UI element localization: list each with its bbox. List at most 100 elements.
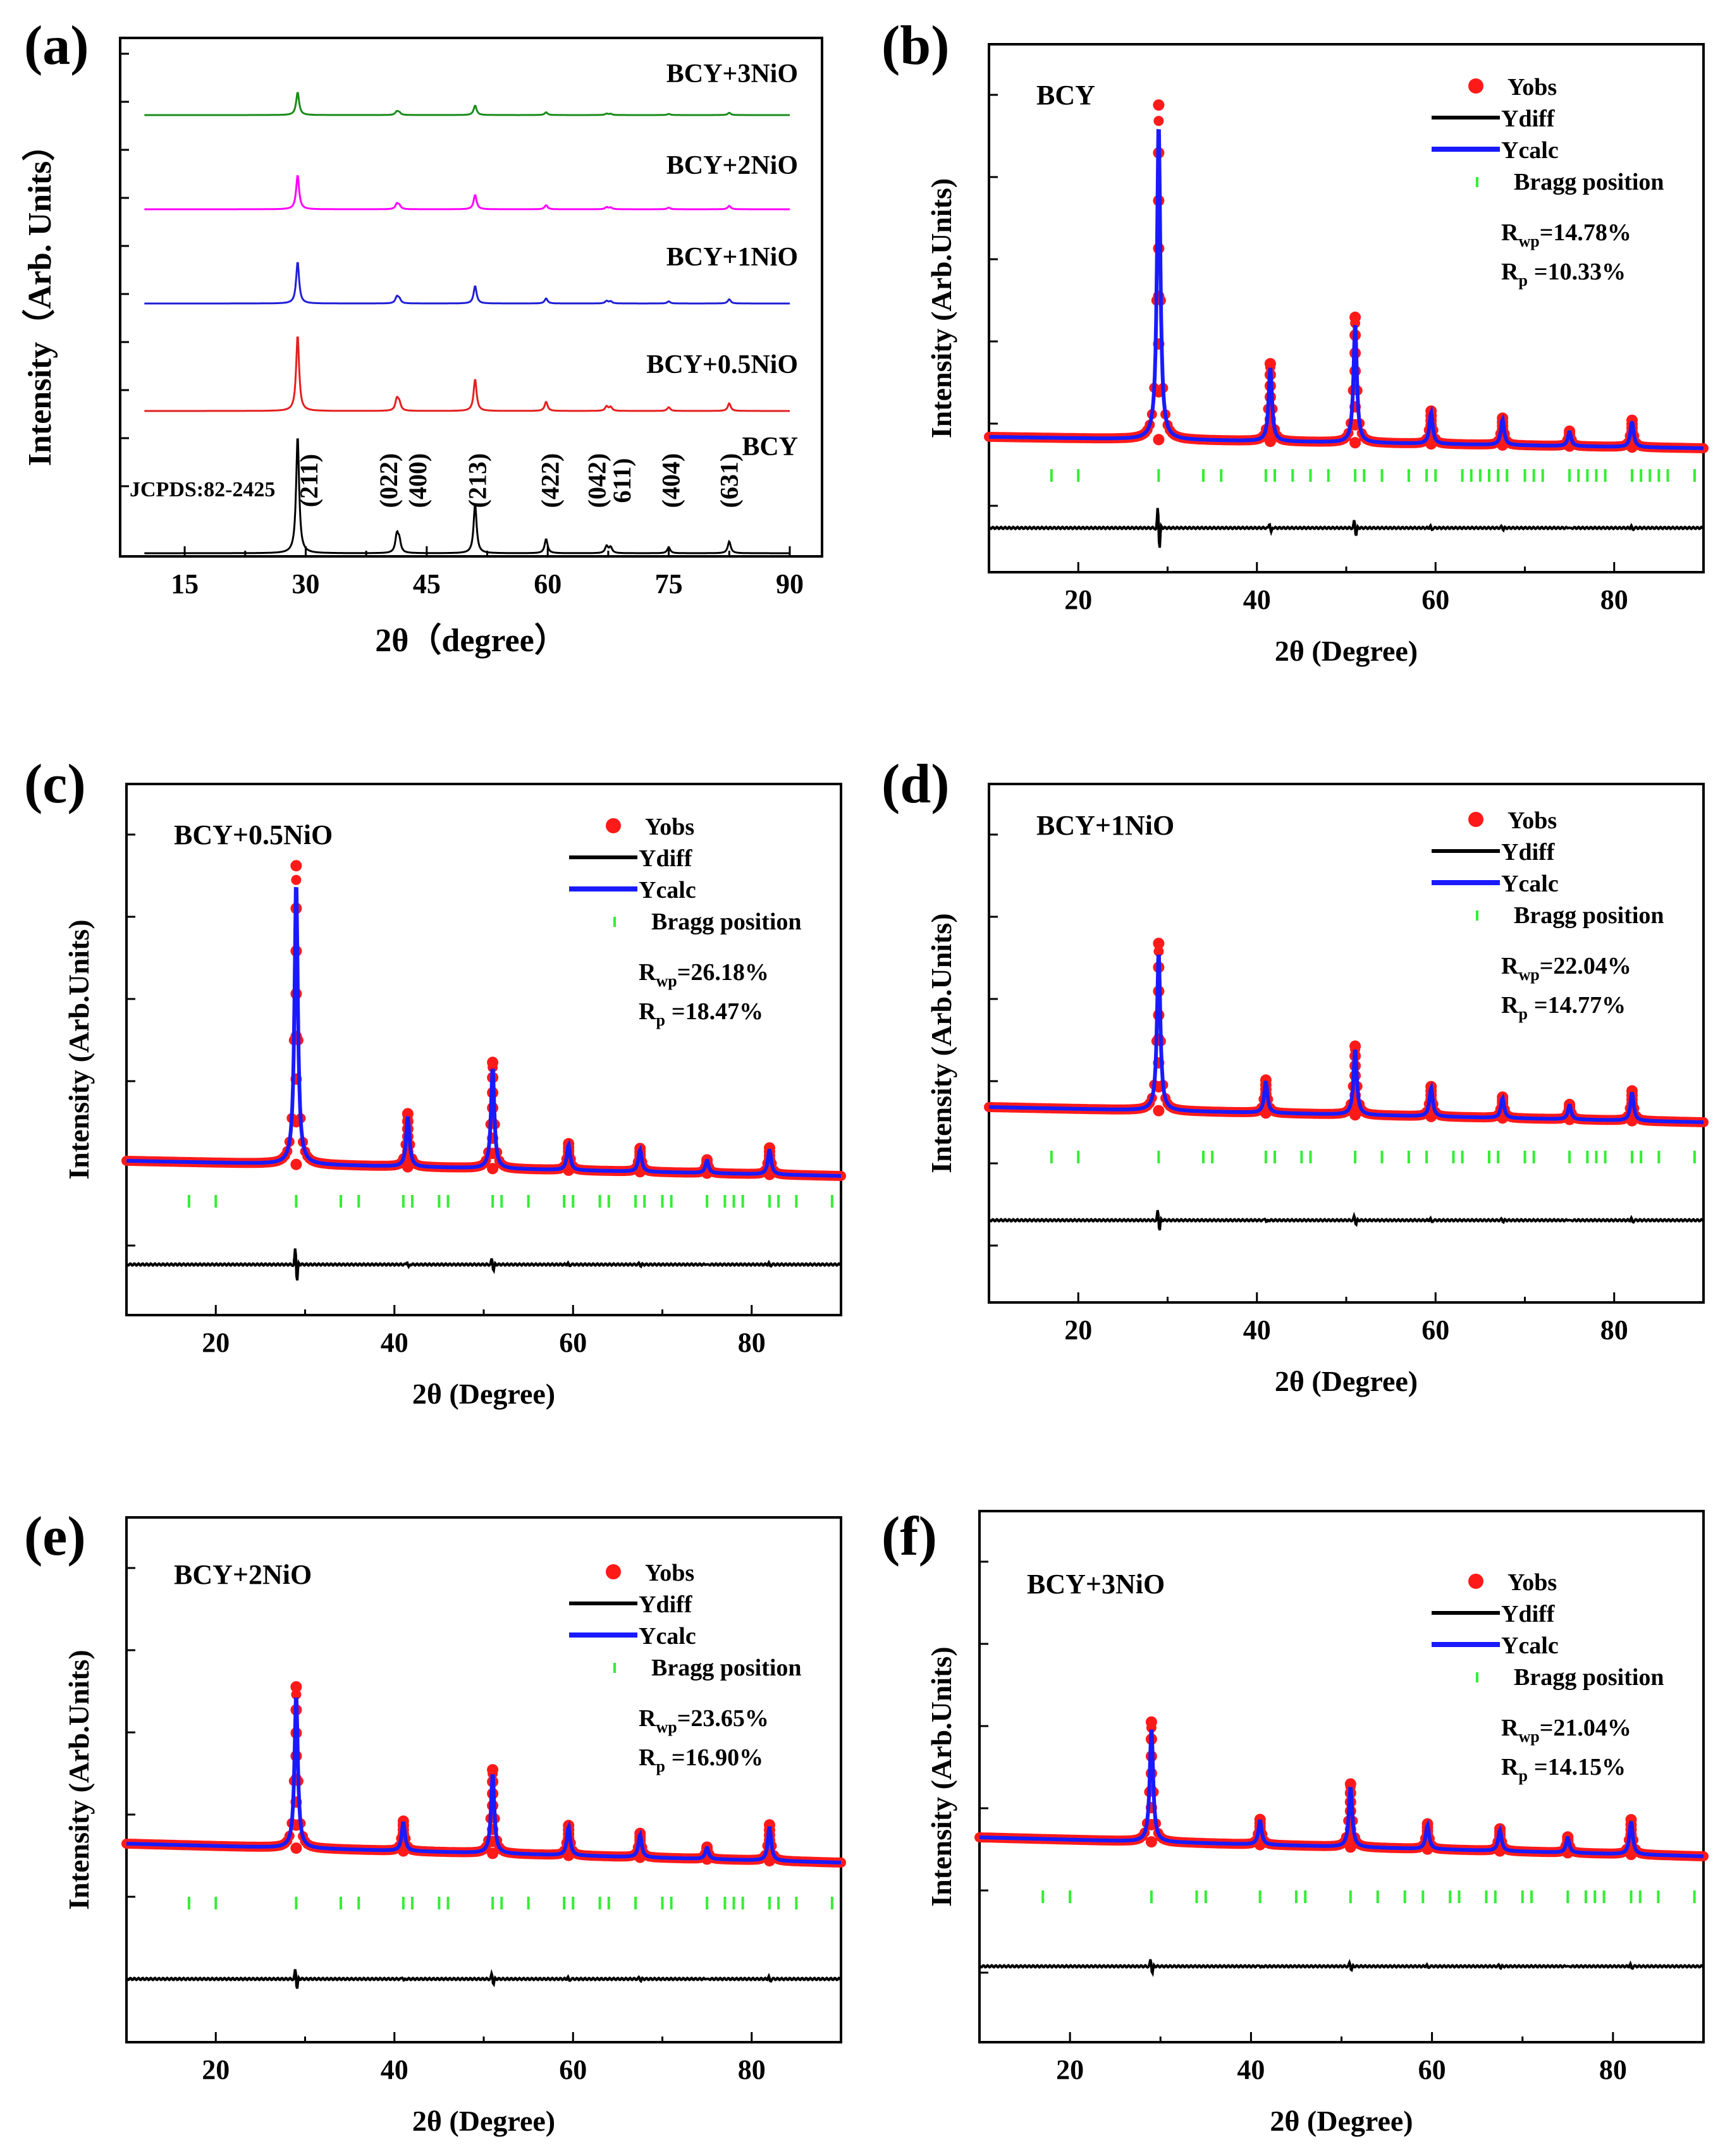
- x-axis-label: 2θ（degree）: [375, 622, 567, 659]
- legend-yobs-marker: [606, 1564, 621, 1579]
- yobs-point: [1153, 946, 1164, 957]
- x-tick-label: 60: [534, 568, 562, 599]
- y-axis-label: Intensity (Arb.Units): [925, 1646, 957, 1906]
- x-tick-label: 20: [1056, 2054, 1084, 2085]
- x-axis-label: 2θ (Degree): [412, 1378, 555, 1410]
- x-tick-label: 80: [1600, 584, 1628, 615]
- panel-label: (b): [881, 15, 950, 77]
- legend-label: Yobs: [1507, 807, 1557, 834]
- panel-label: (d): [881, 754, 950, 815]
- legend-label: Bragg position: [1514, 902, 1664, 929]
- legend-label: Ycalc: [639, 877, 696, 903]
- series-label: BCY+2NiO: [666, 151, 798, 180]
- legend-yobs-marker: [606, 818, 621, 833]
- ydiff-line: [125, 1969, 842, 1989]
- yobs-point: [1153, 116, 1164, 126]
- yobs-point: [291, 874, 302, 885]
- plot-frame: [988, 43, 1705, 573]
- hkl-label: (211): [295, 454, 323, 507]
- legend-label: Ydiff: [639, 845, 693, 872]
- y-axis-label: Intensity (Arb.Units): [63, 1650, 95, 1909]
- x-tick-label: 20: [202, 1327, 230, 1358]
- panel-label: (c): [24, 754, 86, 815]
- sample-label: BCY+0.5NiO: [174, 819, 333, 850]
- yobs-point: [487, 1057, 499, 1069]
- rp-label: Rp =14.77%: [1501, 992, 1626, 1023]
- panel-label: (a): [24, 15, 89, 77]
- y-axis-label: Intensity（Arb. Units）: [21, 128, 58, 467]
- y-axis-label: Intensity (Arb.Units): [925, 913, 957, 1173]
- rp-label: Rp =10.33%: [1501, 259, 1626, 290]
- legend-label: Ydiff: [1501, 106, 1556, 132]
- rwp-label: Rwp=23.65%: [639, 1705, 769, 1736]
- yobs-point: [764, 1819, 775, 1831]
- x-axis-label: 2θ (Degree): [1270, 2105, 1413, 2137]
- yobs-point: [1153, 1105, 1165, 1117]
- hkl-label: (400): [403, 453, 432, 508]
- x-tick-label: 20: [1064, 1314, 1092, 1345]
- x-tick-label: 40: [1243, 1314, 1271, 1345]
- panel-b: (b) 20 40 60 80 2θ (Degree) Intensity (Arb.Un…: [862, 0, 1725, 695]
- yobs-point: [290, 860, 302, 872]
- panel-label: (e): [24, 1506, 86, 1567]
- series-label: BCY+0.5NiO: [646, 350, 798, 379]
- series-label: BCY: [742, 432, 798, 462]
- yobs-point: [1264, 436, 1276, 448]
- sample-label: BCY: [1036, 80, 1095, 111]
- yobs-point: [487, 1163, 499, 1175]
- hkl-label: 611): [608, 458, 636, 503]
- ycalc-line: [989, 129, 1704, 450]
- yobs-point: [402, 1108, 414, 1120]
- yobs-point: [397, 1815, 409, 1827]
- ycalc-line: [979, 1729, 1704, 1858]
- yobs-point: [1254, 1813, 1266, 1825]
- yobs-point: [1344, 1841, 1356, 1853]
- x-tick-label: 40: [1243, 584, 1271, 615]
- hkl-label: (213): [463, 453, 491, 508]
- series-line: [144, 92, 790, 116]
- hkl-label: (042): [582, 453, 611, 508]
- rietveld-chart: 20 40 60 80 2θ (Degree) Intensity (Arb.Units)…: [925, 43, 1709, 667]
- x-tick-label: 60: [1421, 1314, 1449, 1345]
- x-axis-label: 2θ (Degree): [1275, 635, 1418, 667]
- ycalc-line: [126, 886, 841, 1178]
- plot-frame: [988, 783, 1705, 1304]
- rp-label: Rp =18.47%: [639, 998, 763, 1029]
- ydiff-line: [125, 1248, 842, 1281]
- legend-yobs-marker: [1468, 1574, 1483, 1589]
- ydiff-line: [978, 1959, 1705, 1977]
- panel-a: (a) 15 30 45 60 75 90 2θ（degree） Intensity（Arb.…: [0, 0, 862, 695]
- rwp-label: Rwp=26.18%: [639, 959, 769, 990]
- y-axis-label: Intensity (Arb.Units): [925, 178, 957, 438]
- yobs-point: [1626, 414, 1638, 426]
- x-tick-label: 60: [559, 2054, 587, 2085]
- legend-label: Yobs: [1507, 74, 1557, 101]
- x-tick-label: 80: [738, 1327, 766, 1358]
- series-line: [144, 336, 790, 412]
- yobs-point: [1153, 938, 1165, 950]
- rwp-label: Rwp=21.04%: [1501, 1715, 1631, 1746]
- yobs-point: [487, 1764, 499, 1776]
- x-axis-label: 2θ (Degree): [412, 2105, 555, 2137]
- reference-label: JCPDS:82-2425: [130, 478, 275, 501]
- yobs-point: [1145, 1716, 1157, 1728]
- legend-label: Yobs: [1507, 1569, 1557, 1596]
- yobs-point: [1349, 311, 1361, 323]
- x-tick-label: 40: [381, 2054, 408, 2085]
- legend-label: Ycalc: [1501, 137, 1559, 164]
- ycalc-line: [989, 954, 1704, 1124]
- plot-frame: [125, 783, 842, 1316]
- xrd-stack-chart: 15 30 45 60 75 90 2θ（degree） Intensity（Arb. Uni…: [21, 37, 823, 659]
- yobs-point: [1260, 1074, 1272, 1086]
- legend-label: Bragg position: [1514, 1664, 1664, 1691]
- panel-f: (f) 20 40 60 80 2θ (Degree) Intensity (Arb.Un…: [862, 1473, 1725, 2156]
- yobs-point: [764, 1142, 775, 1154]
- legend-yobs-marker: [1468, 78, 1483, 94]
- panel-c: (c) 20 40 60 80 2θ (Degree) Intensity (Arb.Un…: [0, 740, 862, 1435]
- series-label: BCY+3NiO: [666, 59, 798, 89]
- series-line: [144, 262, 790, 305]
- plot-frame: [119, 37, 823, 558]
- x-tick-label: 45: [413, 568, 441, 599]
- rwp-label: Rwp=22.04%: [1501, 953, 1631, 984]
- legend-label: Bragg position: [651, 1655, 802, 1681]
